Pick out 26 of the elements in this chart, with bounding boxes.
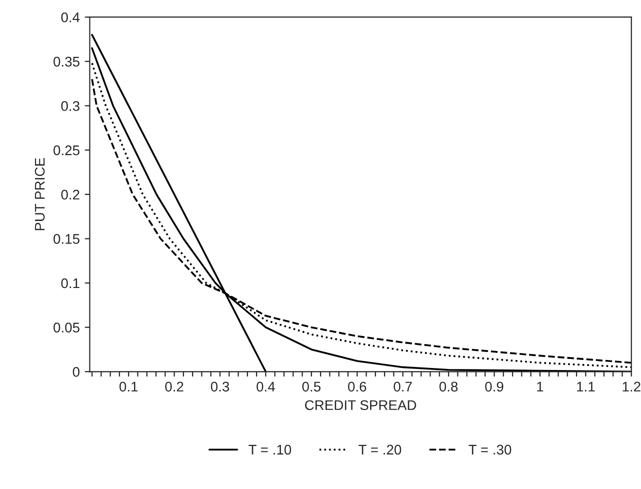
legend-label: T = .10 [248, 444, 292, 455]
y-tick-label: 0.1 [61, 278, 80, 288]
y-tick-label: 0.25 [54, 145, 80, 156]
x-tick-label: 0.2 [165, 382, 184, 392]
y-tick-label: 0.15 [54, 234, 80, 244]
y-tick-label: 0.4 [61, 12, 80, 22]
x-tick-label: 0.8 [439, 382, 458, 392]
x-tick-label: 1.2 [622, 382, 640, 392]
legend-label: T = .20 [358, 444, 402, 455]
y-tick-label: 0.05 [54, 322, 80, 332]
legend-label: T = .30 [468, 444, 512, 455]
y-tick-label: 0.2 [61, 190, 80, 200]
x-tick-label: 0.9 [485, 382, 504, 392]
x-tick-label: 0.5 [302, 382, 320, 392]
x-tick-label: 0.3 [210, 382, 230, 392]
y-axis-title: PUT PRICE [34, 158, 45, 230]
y-tick-label: 0.35 [54, 56, 80, 67]
x-tick-label: 0.1 [119, 382, 138, 392]
x-tick-label: 0.4 [256, 382, 275, 392]
y-tick-label: 0 [72, 366, 80, 377]
x-tick-label: 1.1 [577, 382, 595, 392]
x-tick-label: 0.7 [394, 382, 412, 392]
x-axis-title: CREDIT SPREAD [305, 400, 416, 410]
x-tick-label: 1 [537, 382, 544, 392]
x-tick-label: 0.6 [348, 382, 366, 392]
y-tick-label: 0.3 [61, 101, 80, 111]
